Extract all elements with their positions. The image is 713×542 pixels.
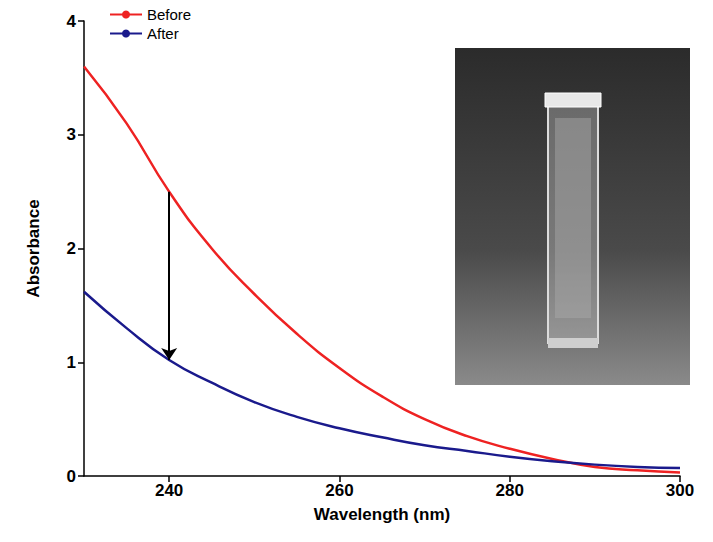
svg-text:Before: Before [147, 6, 191, 23]
svg-text:300: 300 [666, 481, 694, 500]
svg-text:260: 260 [325, 481, 353, 500]
svg-text:Absorbance: Absorbance [24, 199, 43, 297]
svg-text:Wavelength (nm): Wavelength (nm) [314, 505, 450, 524]
svg-text:0: 0 [67, 467, 76, 486]
svg-text:2: 2 [67, 239, 76, 258]
svg-text:3: 3 [67, 125, 76, 144]
svg-text:280: 280 [496, 481, 524, 500]
svg-text:4: 4 [67, 12, 77, 31]
svg-text:240: 240 [155, 481, 183, 500]
svg-text:1: 1 [67, 353, 76, 372]
svg-text:After: After [147, 25, 179, 42]
